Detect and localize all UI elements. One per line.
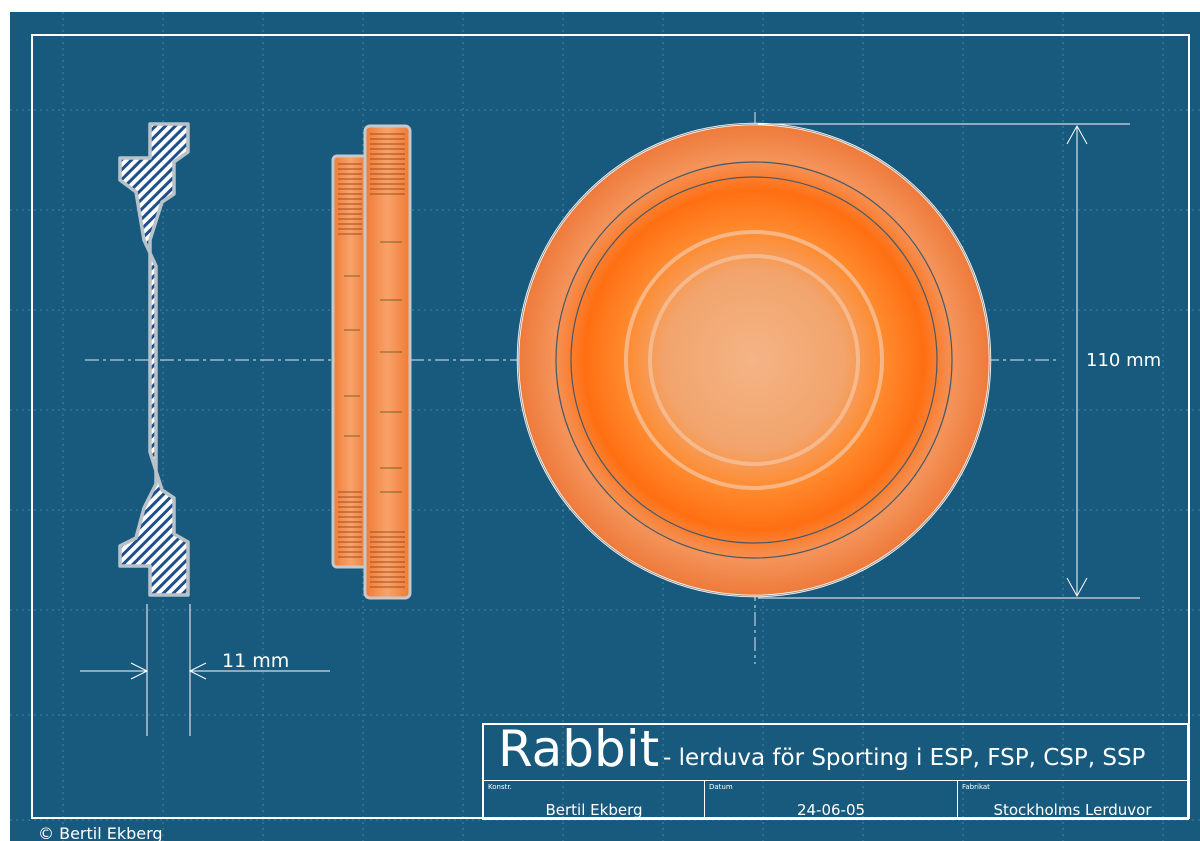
title-row: Rabbit - lerduva för Sporting i ESP, FSP… (484, 725, 1187, 781)
diameter-label: 110 mm (1086, 350, 1161, 371)
manufacturer-cell: Fabrikat Stockholms Lerduvor (958, 781, 1187, 820)
drawing-subtitle: - lerduva för Sporting i ESP, FSP, CSP, … (663, 745, 1146, 771)
cross-section-view (118, 122, 190, 597)
designer-label: Konstr. (488, 783, 512, 791)
date-cell: Datum 24-06-05 (705, 781, 958, 820)
date-label: Datum (709, 783, 733, 791)
top-view-disc (516, 122, 992, 598)
manufacturer-label: Fabrikat (962, 783, 990, 791)
title-block: Rabbit - lerduva för Sporting i ESP, FSP… (482, 723, 1189, 820)
manufacturer-value: Stockholms Lerduvor (993, 801, 1152, 819)
side-view (331, 124, 412, 600)
designer-value: Bertil Ekberg (545, 801, 643, 819)
thickness-dimension (80, 604, 330, 736)
date-value: 24-06-05 (796, 801, 866, 819)
thickness-label: 11 mm (222, 650, 289, 672)
copyright-text: © Bertil Ekberg (38, 824, 163, 841)
drawing-sheet: 110 mm 11 mm Rabbit - lerduva för Sporti… (10, 12, 1200, 841)
designer-cell: Konstr. Bertil Ekberg (484, 781, 705, 820)
drawing-name: Rabbit (498, 725, 660, 778)
diameter-dimension (758, 123, 1140, 599)
technical-drawing: 110 mm 11 mm (10, 12, 1200, 841)
